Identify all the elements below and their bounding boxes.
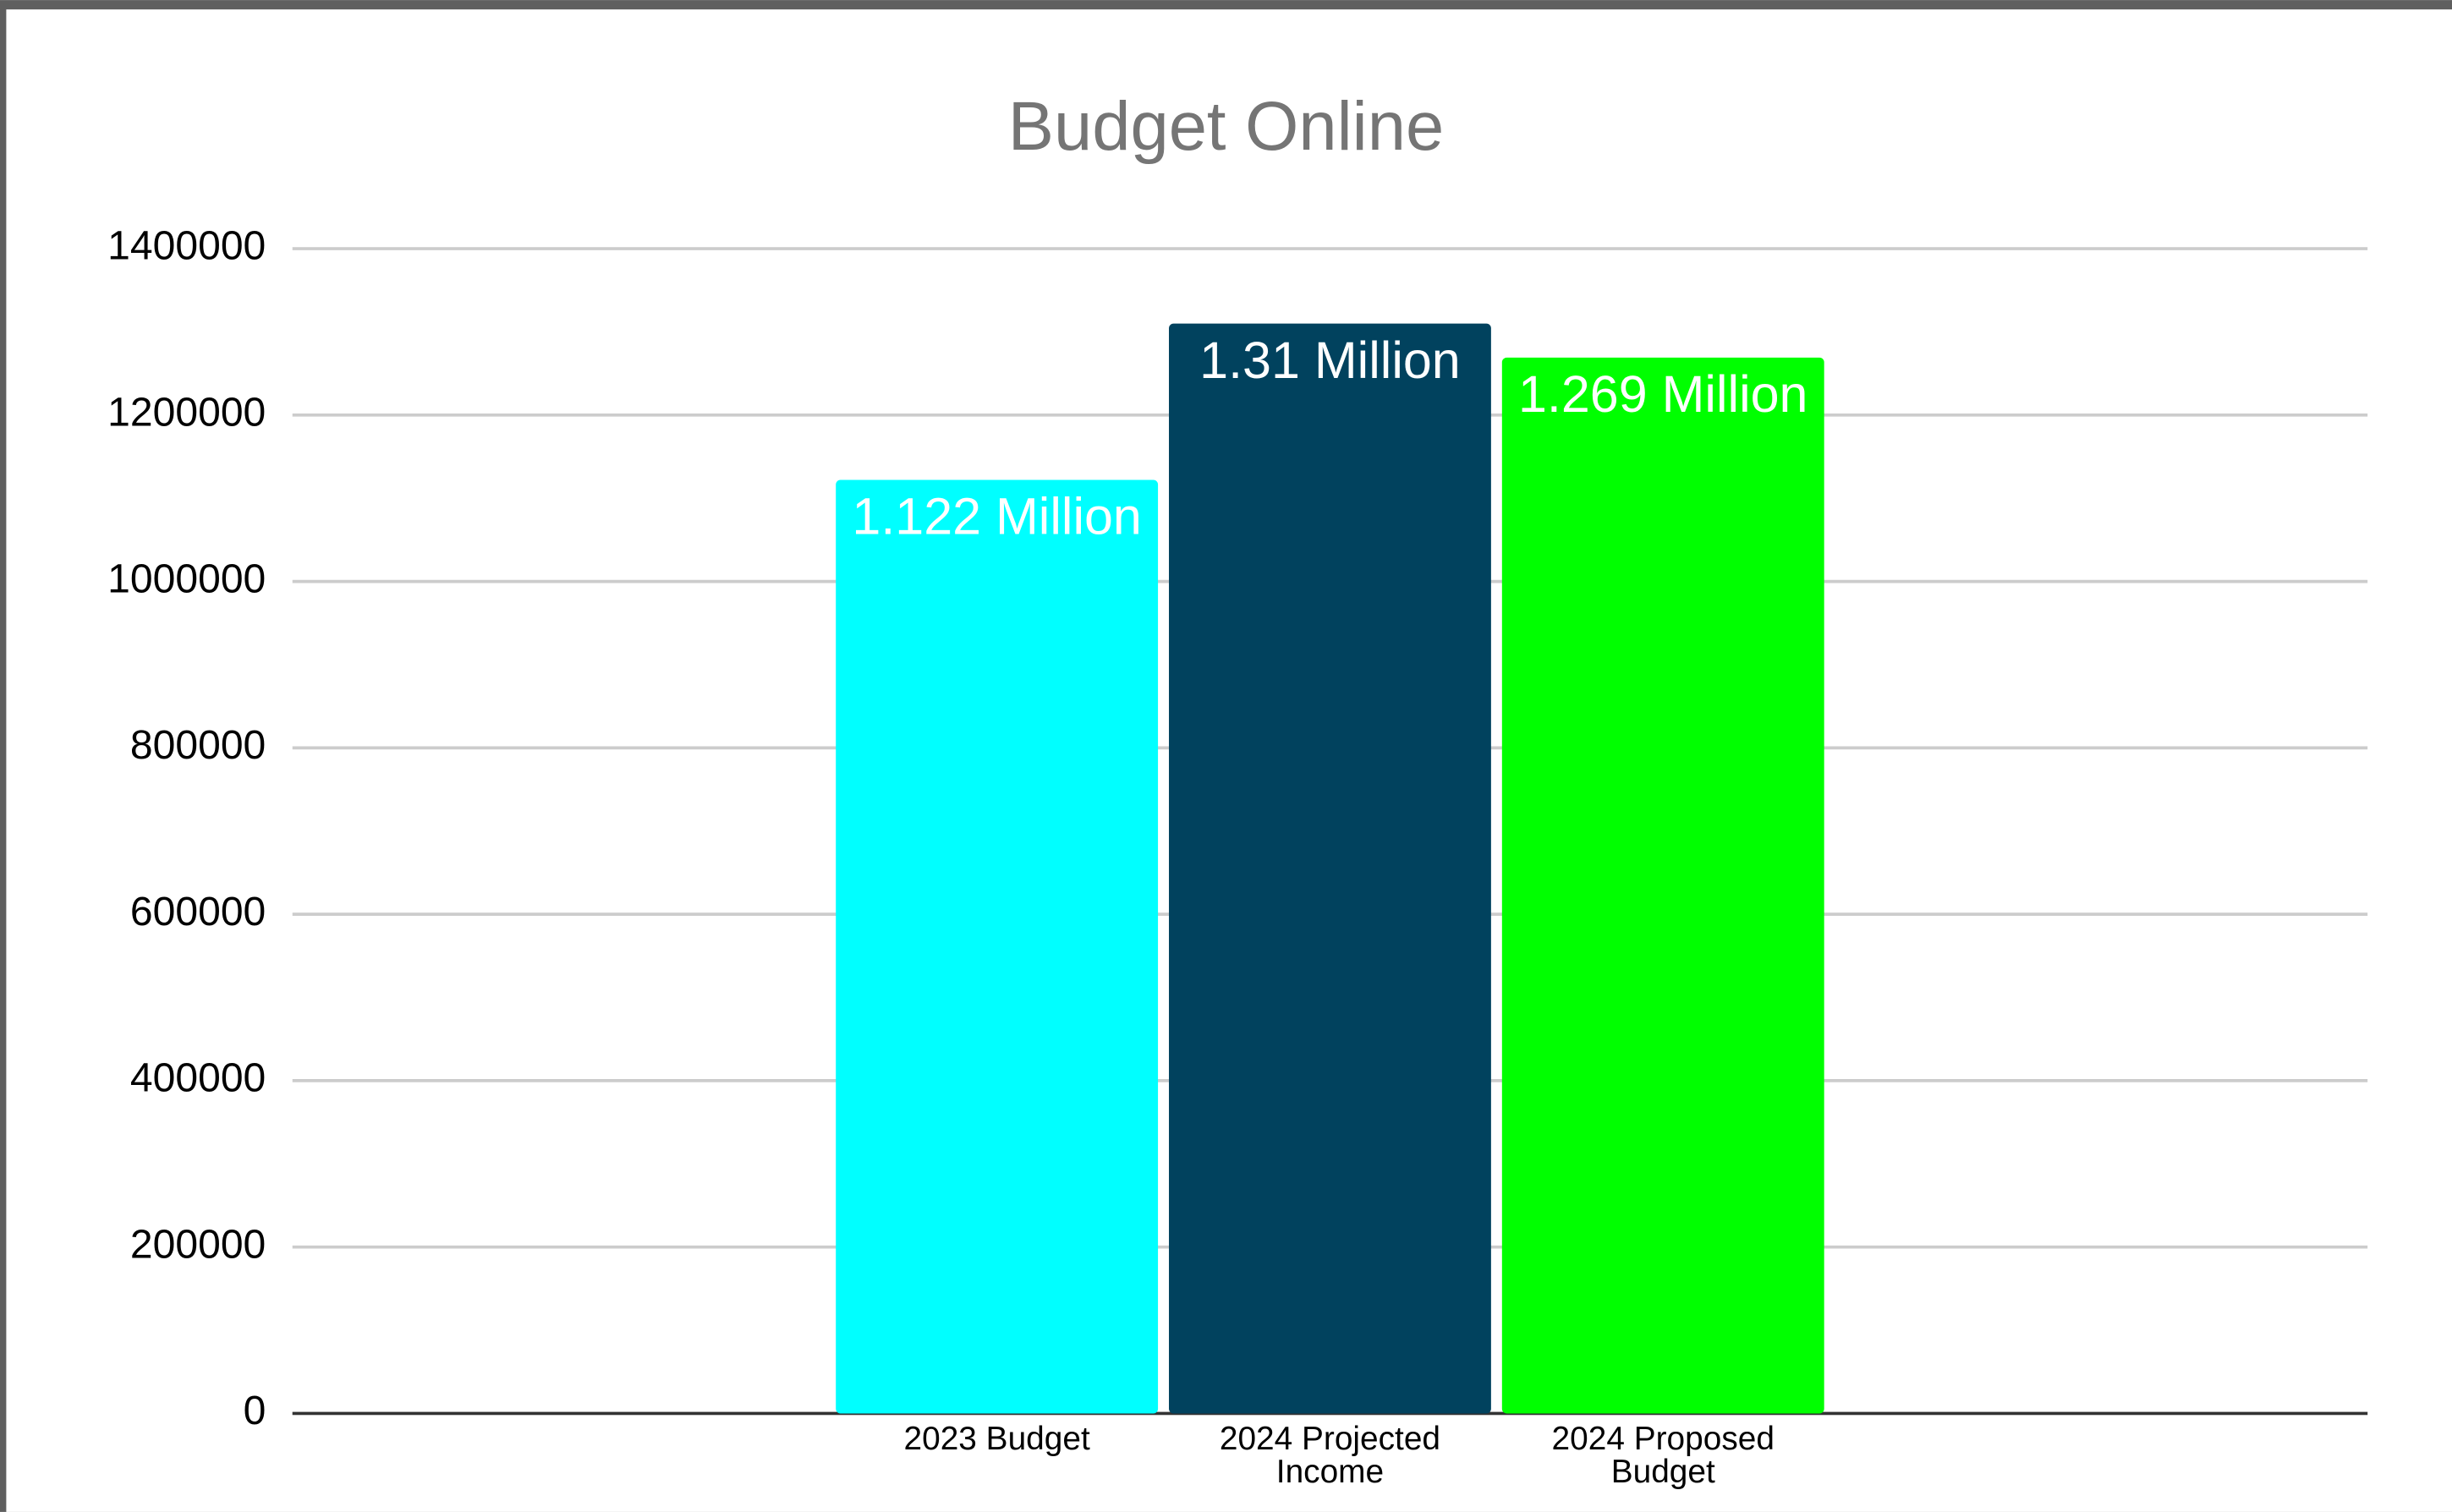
y-tick-label: 1200000 [107,390,266,436]
y-tick-label: 200000 [130,1221,266,1267]
value-label: 1.269 Million [1518,365,1807,423]
chart-title: Budget Online [1008,88,1444,165]
bar [1169,323,1491,1414]
y-tick-label: 600000 [130,889,266,934]
x-tick-label-box: 2023 Budget [903,1422,1090,1458]
y-tick-label: 1400000 [107,223,266,269]
x-tick-label: 2024 Projected Income [1219,1422,1441,1491]
x-tick-label: 2023 Budget [903,1422,1090,1458]
x-tick-label-box: 2024 Proposed Budget [1551,1422,1775,1491]
x-tick-label-box: 2024 Projected Income [1219,1422,1441,1491]
y-tick-label: 1000000 [107,556,266,601]
bar [836,479,1159,1414]
value-label: 1.31 Million [1199,331,1461,389]
x-tick-label: 2024 Proposed Budget [1551,1422,1775,1491]
y-tick-label: 400000 [130,1055,266,1101]
bar [1501,357,1824,1414]
y-tick-label: 800000 [130,722,266,768]
y-tick-label: 0 [244,1388,266,1433]
value-label: 1.122 Million [852,488,1141,545]
